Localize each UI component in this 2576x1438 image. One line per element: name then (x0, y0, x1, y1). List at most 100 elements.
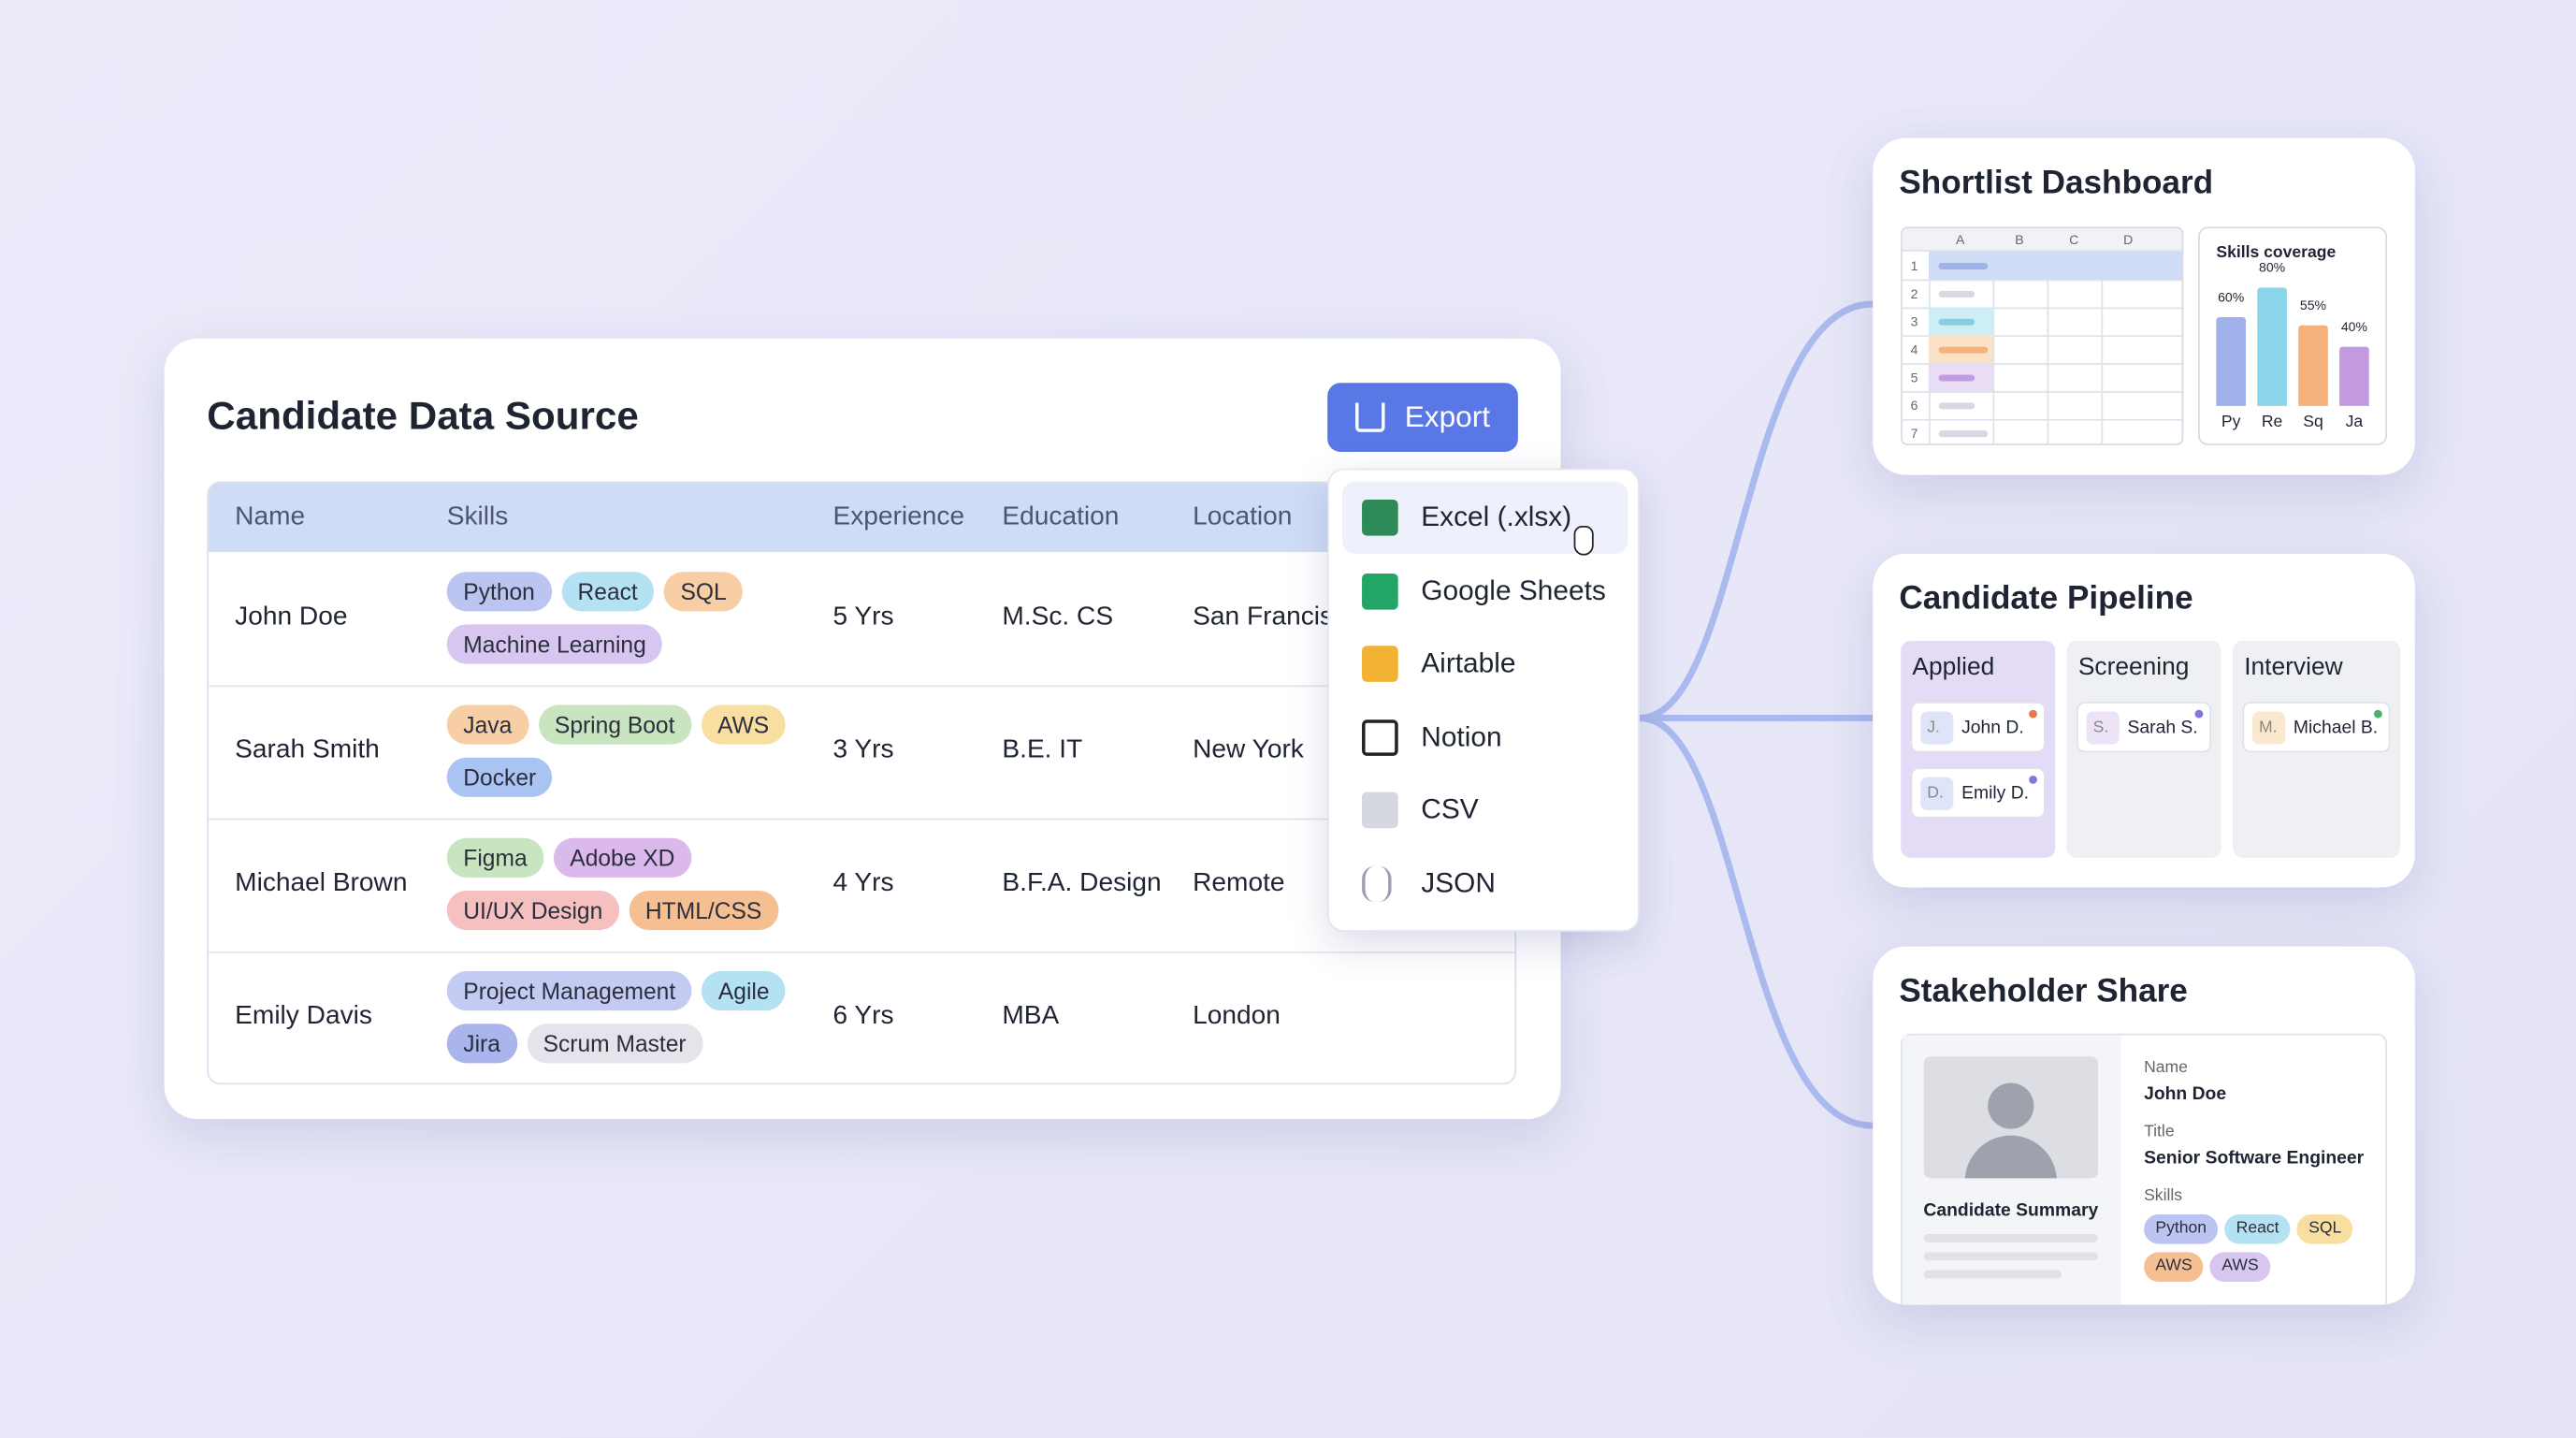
skill-tag: React (560, 572, 655, 612)
menu-label: Google Sheets (1421, 574, 1606, 606)
candidate-card[interactable]: M. Michael B. (2242, 701, 2391, 753)
menu-item[interactable]: Google Sheets (1342, 555, 1628, 627)
bar-label: 60% (2218, 290, 2245, 305)
menu-icon (1362, 792, 1398, 829)
cursor (1573, 526, 1594, 556)
skill-tag: Project Management (446, 971, 692, 1011)
sheet-column: A (1955, 232, 1965, 248)
menu-item[interactable]: Notion (1342, 702, 1628, 774)
experience: 3 Yrs (832, 735, 894, 764)
experience: 4 Yrs (832, 869, 894, 897)
menu-label: CSV (1421, 794, 1479, 826)
table: Name Skills Experience Education Location Joh… (207, 481, 1517, 1085)
export-label: Export (1404, 399, 1491, 433)
photo-body (1964, 1135, 2057, 1179)
menu-item[interactable]: Airtable (1342, 628, 1628, 700)
field-label: Title (2144, 1123, 2175, 1141)
column-header: Name (235, 502, 306, 531)
skill-tag: UI/UX Design (446, 890, 619, 931)
skills-chart: Skills coverage 60% Py 80% Re 55% Sq 40% Ja (2198, 226, 2388, 445)
sheet-cell-bar (1938, 374, 1975, 382)
sheet-hline (1902, 307, 2182, 310)
photo-head (1988, 1082, 2034, 1129)
candidate-card[interactable]: S. Sarah S. (2077, 701, 2212, 753)
sheet-cell-bar (1938, 290, 1975, 298)
skill-tag: SQL (2296, 1213, 2353, 1244)
skill-tag: Python (446, 572, 552, 612)
avatar-initial: D. (1927, 784, 1944, 803)
sheet-cell-bar (1938, 346, 1989, 354)
chart-title: Skills coverage (2216, 243, 2337, 263)
sheet-row-number: 4 (1910, 341, 1918, 357)
menu-icon (1362, 865, 1392, 903)
status-dot (2194, 709, 2204, 719)
sheet-hline (1902, 363, 2182, 365)
status-dot (2029, 709, 2037, 719)
menu-icon (1362, 499, 1398, 536)
menu-label: Excel (.xlsx) (1421, 501, 1572, 533)
menu-label: Notion (1421, 720, 1502, 753)
skill-tag: Machine Learning (446, 624, 663, 664)
candidate-name: John Doe (235, 603, 348, 632)
skill-tag: Jira (446, 1024, 517, 1064)
share-card: Stakeholder Share Candidate Summary Name Jo… (1873, 946, 2415, 1305)
sheet-column: C (2069, 232, 2079, 248)
sheet-cell-bar (1938, 318, 1975, 326)
bar-category: Ja (2345, 413, 2364, 432)
bar (2257, 287, 2287, 406)
sheet-row-number: 2 (1910, 285, 1918, 301)
sheet-row-number: 3 (1910, 313, 1918, 329)
candidate-card[interactable]: J. John D. (1910, 701, 2046, 753)
sheet-cell-bar (1938, 430, 1989, 438)
skill-tags: Python React SQLMachine Learning (446, 572, 825, 676)
card-name: John D. (1961, 718, 2024, 738)
column-header: Location (1193, 502, 1293, 531)
sheet-hline (1902, 335, 2182, 338)
stage-name: Screening (2077, 653, 2190, 682)
row-divider (209, 818, 1515, 821)
candidate-card[interactable]: D. Emily D. (1910, 767, 2046, 819)
avatar-initial: J. (1927, 719, 1940, 737)
skill-tag: Java (446, 704, 528, 745)
connector (1639, 300, 1874, 722)
bar (2216, 316, 2246, 406)
avatar: J. (1920, 711, 1954, 745)
card-name: Sarah S. (2127, 718, 2198, 738)
sheet-cell-bar (1938, 263, 1989, 270)
upload-icon (1355, 402, 1385, 432)
sheet-hline (1902, 418, 2182, 421)
export-menu: Excel (.xlsx) Google Sheets Airtable Notion… (1327, 468, 1640, 932)
menu-item[interactable]: Excel (.xlsx) (1341, 481, 1628, 554)
skill-tag: SQL (663, 572, 744, 612)
menu-item[interactable]: CSV (1342, 775, 1628, 847)
candidate-name: Emily Davis (235, 1002, 372, 1031)
menu-item[interactable]: JSON (1342, 848, 1628, 920)
pipeline-stage: Screening S. Sarah S. (2066, 640, 2221, 858)
menu-icon (1362, 646, 1398, 683)
pipeline-stage: Applied J. John D. D. Emily D. (1901, 640, 2056, 858)
experience: 6 Yrs (832, 1002, 894, 1031)
skill-tag: Figma (446, 837, 544, 878)
menu-label: JSON (1421, 867, 1496, 899)
sheet-hline (1902, 279, 2182, 282)
bar-category: Py (2221, 413, 2241, 432)
sheet: A B C D 1 2 3 4 5 6 7 (1901, 226, 2184, 445)
avatar: S. (2086, 711, 2120, 745)
export-button[interactable]: Export (1327, 383, 1518, 453)
skill-tag: AWS (2210, 1252, 2271, 1282)
bar-label: 55% (2299, 297, 2327, 312)
connector (1639, 715, 1874, 1129)
skill-tag: Python (2144, 1213, 2219, 1244)
status-dot (2029, 776, 2037, 784)
sheet-hline (1902, 391, 2182, 393)
skill-tags: Figma Adobe XD UI/UX Design HTML/CSS (446, 837, 825, 943)
menu-icon (1362, 573, 1398, 609)
summary-line (1923, 1252, 2098, 1261)
location: New York (1193, 735, 1304, 764)
field-label: Skills (2144, 1186, 2183, 1206)
pipeline-stage: Interview M. Michael B. (2232, 640, 2401, 858)
skill-tag: React (2224, 1213, 2291, 1244)
bar-category: Re (2261, 413, 2283, 432)
row-divider (209, 951, 1515, 953)
